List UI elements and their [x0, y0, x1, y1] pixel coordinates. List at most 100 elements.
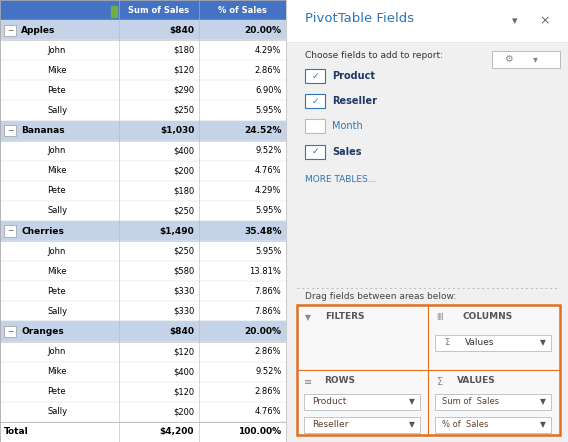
Bar — [5, 225, 16, 236]
Text: ▼: ▼ — [408, 420, 415, 430]
Text: $400: $400 — [173, 367, 194, 376]
Text: PivotTable Fields: PivotTable Fields — [306, 12, 415, 25]
Bar — [0, 121, 286, 141]
Text: $120: $120 — [173, 66, 194, 75]
Text: ≡: ≡ — [304, 377, 312, 387]
Text: Cherries: Cherries — [22, 227, 64, 236]
Text: 5.95%: 5.95% — [255, 247, 281, 255]
Bar — [0, 141, 286, 161]
Text: 9.52%: 9.52% — [255, 146, 281, 155]
Text: Product: Product — [312, 397, 347, 407]
Text: $200: $200 — [173, 408, 194, 416]
Bar — [0, 161, 286, 181]
Text: $180: $180 — [173, 46, 194, 55]
Text: $200: $200 — [173, 166, 194, 175]
Bar — [492, 51, 559, 68]
Text: ✓: ✓ — [311, 147, 319, 156]
Bar — [0, 422, 286, 442]
Text: Oranges: Oranges — [22, 327, 64, 336]
Text: ▾: ▾ — [533, 54, 537, 64]
Text: Sally: Sally — [47, 106, 67, 115]
Text: ROWS: ROWS — [324, 377, 355, 385]
Bar — [306, 94, 325, 108]
Bar — [297, 305, 559, 435]
Text: Sally: Sally — [47, 206, 67, 215]
Text: $120: $120 — [173, 387, 194, 396]
Text: Sum of Sales: Sum of Sales — [128, 6, 189, 15]
Text: 4.29%: 4.29% — [255, 46, 281, 55]
Text: Apples: Apples — [22, 26, 56, 34]
Text: 4.76%: 4.76% — [255, 166, 281, 175]
Text: ▾: ▾ — [512, 16, 517, 26]
Text: ▼: ▼ — [540, 338, 546, 347]
Text: $290: $290 — [173, 86, 194, 95]
Text: $580: $580 — [173, 267, 194, 276]
Text: % of  Sales: % of Sales — [442, 420, 488, 430]
Bar — [304, 394, 420, 410]
Text: John: John — [47, 247, 65, 255]
Text: Mike: Mike — [47, 66, 66, 75]
Text: Drag fields between areas below:: Drag fields between areas below: — [306, 292, 457, 301]
Text: 5.95%: 5.95% — [255, 206, 281, 215]
Text: 100.00%: 100.00% — [239, 427, 281, 436]
Text: ×: × — [540, 15, 550, 27]
Text: Σ: Σ — [437, 377, 443, 387]
Text: ▼: ▼ — [408, 397, 415, 407]
Bar — [306, 145, 325, 159]
Text: $4,200: $4,200 — [160, 427, 194, 436]
Bar — [0, 362, 286, 382]
Text: $1,490: $1,490 — [160, 227, 194, 236]
Bar — [0, 402, 286, 422]
Text: $250: $250 — [173, 106, 194, 115]
Text: MORE TABLES...: MORE TABLES... — [306, 175, 377, 183]
Bar — [286, 0, 568, 42]
Text: Pete: Pete — [47, 187, 66, 195]
Bar — [0, 80, 286, 100]
Text: 20.00%: 20.00% — [244, 26, 281, 34]
Text: $1,030: $1,030 — [160, 126, 194, 135]
Text: Mike: Mike — [47, 367, 66, 376]
Text: $400: $400 — [173, 146, 194, 155]
Bar — [306, 69, 325, 83]
Text: Reseller: Reseller — [312, 420, 349, 430]
Bar — [435, 394, 551, 410]
Text: −: − — [7, 126, 14, 135]
Text: 20.00%: 20.00% — [244, 327, 281, 336]
Text: 13.81%: 13.81% — [249, 267, 281, 276]
Text: $840: $840 — [169, 327, 194, 336]
Text: 2.86%: 2.86% — [255, 66, 281, 75]
Bar — [0, 321, 286, 342]
Text: Sally: Sally — [47, 307, 67, 316]
Text: ▼: ▼ — [306, 313, 311, 322]
Bar — [5, 125, 16, 136]
Bar — [435, 335, 551, 351]
Bar — [0, 221, 286, 241]
Bar — [435, 417, 551, 433]
Bar — [0, 281, 286, 301]
Text: $330: $330 — [173, 287, 194, 296]
Bar — [304, 417, 420, 433]
Text: Sales: Sales — [332, 147, 362, 156]
Text: ✓: ✓ — [311, 97, 319, 106]
Text: Choose fields to add to report:: Choose fields to add to report: — [306, 51, 444, 60]
Text: FILTERS: FILTERS — [325, 312, 365, 321]
Bar — [0, 382, 286, 402]
Text: 2.86%: 2.86% — [255, 347, 281, 356]
Text: Reseller: Reseller — [332, 96, 377, 106]
Text: % of Sales: % of Sales — [218, 6, 266, 15]
Text: −: − — [7, 327, 14, 336]
Text: $250: $250 — [173, 206, 194, 215]
Text: 4.29%: 4.29% — [255, 187, 281, 195]
Text: John: John — [47, 146, 65, 155]
Bar — [111, 6, 117, 17]
Text: 24.52%: 24.52% — [244, 126, 281, 135]
Text: 2.86%: 2.86% — [255, 387, 281, 396]
Text: Values: Values — [465, 338, 495, 347]
Text: Sum of  Sales: Sum of Sales — [442, 397, 499, 407]
Bar — [0, 40, 286, 60]
Text: ▼: ▼ — [540, 420, 546, 430]
Text: 35.48%: 35.48% — [244, 227, 281, 236]
Text: Bananas: Bananas — [22, 126, 65, 135]
Text: −: − — [7, 26, 14, 34]
Text: 6.90%: 6.90% — [255, 86, 281, 95]
